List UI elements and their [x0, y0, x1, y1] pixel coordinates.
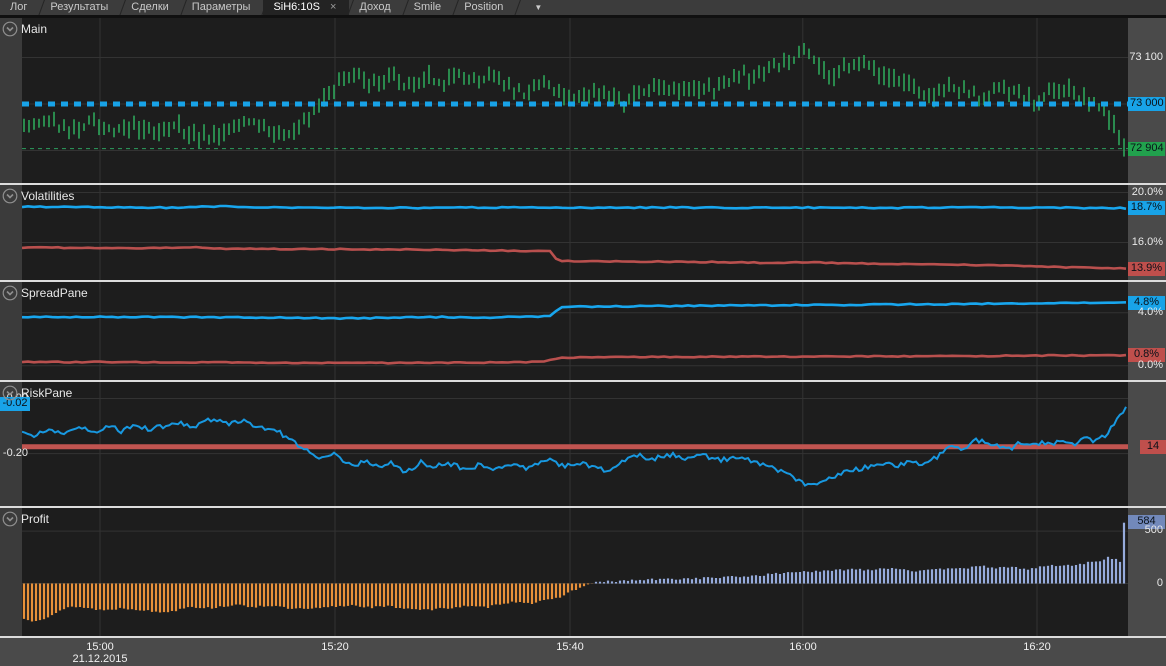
tab-parameters[interactable]: Параметры — [182, 0, 264, 15]
date-label: 21.12.2015 — [65, 653, 135, 665]
right-axis-gutter[interactable] — [1128, 185, 1166, 280]
spread-red — [22, 355, 1126, 363]
pane-title-spread: SpreadPane — [21, 286, 88, 300]
collapse-chevron-icon[interactable] — [2, 285, 18, 301]
time-tick-16:20: 16:20 — [1015, 641, 1059, 653]
spread-blue — [22, 302, 1126, 319]
collapse-chevron-icon[interactable] — [2, 188, 18, 204]
iv-blue — [22, 206, 1126, 209]
time-tick-16:00: 16:00 — [781, 641, 825, 653]
time-tick-15:20: 15:20 — [313, 641, 357, 653]
tab-smile[interactable]: Smile — [404, 0, 455, 15]
pane-spread: 4.8%4.0%0.8%0.0% SpreadPane — [0, 282, 1166, 380]
tab-label: SiH6:10S — [273, 1, 319, 13]
collapse-chevron-icon[interactable] — [2, 21, 18, 37]
tab-label: Доход — [359, 1, 390, 13]
pane-volatilities: 20.0%18.7%16.0%13.9% Volatilities — [0, 185, 1166, 280]
time-axis[interactable]: 21.12.2015 15:00 15:20 15:40 16:00 16:20 — [0, 638, 1166, 666]
pane-header: RiskPane — [2, 385, 72, 401]
tab-results[interactable]: Результаты — [40, 0, 121, 15]
collapse-chevron-icon[interactable] — [2, 385, 18, 401]
risk-chart-svg — [22, 382, 1128, 506]
tab-label: Результаты — [50, 1, 108, 13]
pane-title-volatilities: Volatilities — [21, 189, 74, 203]
time-tick-15:00: 15:00 — [78, 641, 122, 653]
left-axis-gutter — [0, 18, 22, 183]
right-axis-gutter[interactable] — [1128, 382, 1166, 506]
volatilities-chart[interactable] — [22, 185, 1128, 280]
pane-header: Profit — [2, 511, 49, 527]
pane-header: Main — [2, 21, 47, 37]
tab-bar: Лог Результаты Сделки Параметры SiH6:10S… — [0, 0, 1166, 15]
tab-label: Position — [464, 1, 503, 13]
main-chart-svg — [22, 18, 1128, 183]
pane-title-profit: Profit — [21, 512, 49, 526]
pane-title-main: Main — [21, 22, 47, 36]
volatilities-chart-svg — [22, 185, 1128, 280]
right-axis-gutter[interactable] — [1128, 282, 1166, 380]
chevron-down-icon: ▼ — [534, 3, 542, 12]
tab-sih6-10s[interactable]: SiH6:10S × — [263, 0, 349, 15]
left-axis-gutter — [0, 508, 22, 636]
pane-title-risk: RiskPane — [21, 386, 72, 400]
spread-chart[interactable] — [22, 282, 1128, 380]
time-tick-15:40: 15:40 — [548, 641, 592, 653]
tab-position[interactable]: Position — [454, 0, 516, 15]
pane-profit: 5845000 Profit — [0, 508, 1166, 636]
pane-main: 73 10073 00072 904 Main — [0, 18, 1166, 183]
risk-chart[interactable] — [22, 382, 1128, 506]
trading-workspace: Лог Результаты Сделки Параметры SiH6:10S… — [0, 0, 1166, 666]
right-axis-gutter[interactable] — [1128, 18, 1166, 183]
tab-log[interactable]: Лог — [0, 0, 40, 15]
tab-label: Лог — [10, 1, 27, 13]
tab-label: Smile — [414, 1, 442, 13]
main-price-chart[interactable] — [22, 18, 1128, 183]
spread-chart-svg — [22, 282, 1128, 380]
profit-chart[interactable] — [22, 508, 1128, 636]
close-icon[interactable]: × — [330, 1, 336, 13]
pane-risk: 140.00-0.02-0.20 RiskPane — [0, 382, 1166, 506]
tab-overflow-dropdown[interactable]: ▼ — [524, 3, 552, 12]
iv-red — [22, 247, 1126, 269]
right-axis-gutter[interactable] — [1128, 508, 1166, 636]
tab-trades[interactable]: Сделки — [121, 0, 182, 15]
pane-header: Volatilities — [2, 188, 74, 204]
tab-label: Сделки — [131, 1, 169, 13]
profit-chart-svg — [22, 508, 1128, 636]
tab-income[interactable]: Доход — [349, 0, 403, 15]
tab-label: Параметры — [192, 1, 251, 13]
pane-header: SpreadPane — [2, 285, 88, 301]
collapse-chevron-icon[interactable] — [2, 511, 18, 527]
